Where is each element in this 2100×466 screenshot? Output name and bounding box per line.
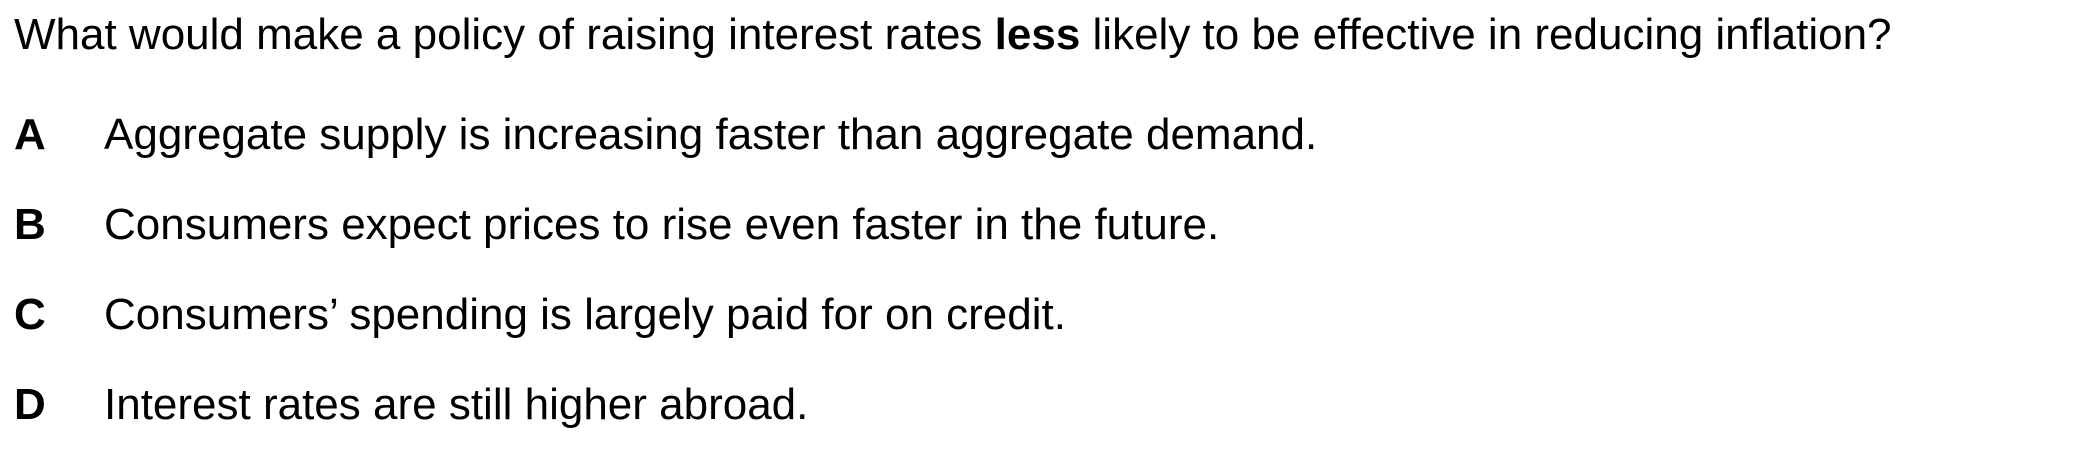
- answer-options: A Aggregate supply is increasing faster …: [14, 106, 2084, 466]
- option-c-text: Consumers’ spending is largely paid for …: [104, 290, 1066, 339]
- option-b-letter: B: [14, 200, 46, 249]
- option-b-text: Consumers expect prices to rise even fas…: [104, 200, 1220, 249]
- option-d[interactable]: D Interest rates are still higher abroad…: [14, 376, 2084, 466]
- option-a[interactable]: A Aggregate supply is increasing faster …: [14, 106, 2084, 196]
- option-d-text: Interest rates are still higher abroad.: [104, 380, 809, 429]
- question-stem: What would make a policy of raising inte…: [14, 6, 1892, 64]
- option-b[interactable]: B Consumers expect prices to rise even f…: [14, 196, 2084, 286]
- option-c-letter: C: [14, 290, 46, 339]
- option-a-letter: A: [14, 110, 46, 159]
- question-text-start: What would make a policy of raising inte…: [14, 10, 995, 59]
- question-text-end: likely to be effective in reducing infla…: [1080, 10, 1892, 59]
- option-c[interactable]: C Consumers’ spending is largely paid fo…: [14, 286, 2084, 376]
- option-d-letter: D: [14, 380, 46, 429]
- question-emphasis: less: [994, 10, 1081, 59]
- option-a-text: Aggregate supply is increasing faster th…: [104, 110, 1318, 159]
